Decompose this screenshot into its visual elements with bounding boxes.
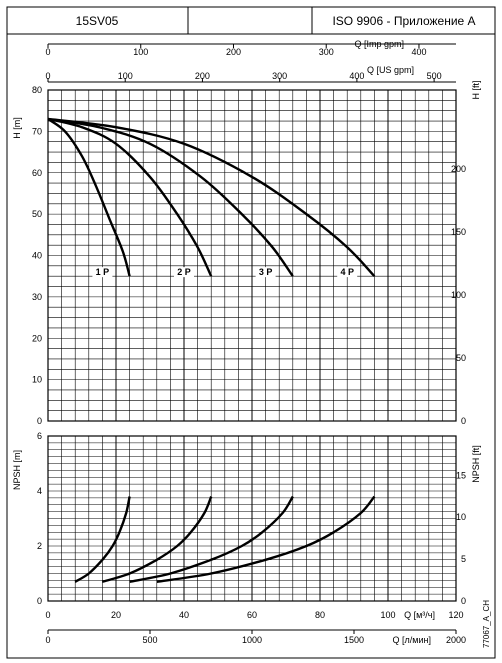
npsh-y-tick-label: 0 [37, 596, 42, 606]
q-lmin-tick-label: 1500 [344, 635, 364, 645]
npsh-y-axis-label: NPSH [m] [12, 450, 22, 490]
head-curve-2p [47, 117, 213, 277]
us-gpm-axis-label: Q [US gpm] [367, 65, 414, 75]
imp-gpm-axis-label: Q [Imp gpm] [354, 39, 404, 49]
curve-label-bg [174, 267, 194, 278]
q-lmin-tick-label: 1000 [242, 635, 262, 645]
q-lmin-tick-label: 2000 [446, 635, 466, 645]
imp-gpm-tick-label: 0 [45, 47, 50, 57]
q-lmin-tick-label: 500 [142, 635, 157, 645]
q-m3h-tick-label: 60 [247, 610, 257, 620]
npsh-ft-tick-label: 0 [461, 596, 466, 606]
head-y-axis-label: H [m] [12, 117, 22, 139]
npsh-curve-4p [156, 495, 376, 583]
us-gpm-tick-label: 100 [118, 71, 133, 81]
npsh-curve-3p [129, 495, 294, 583]
head-y-tick-label: 70 [32, 126, 42, 136]
curve-label-bg [92, 267, 113, 278]
npsh-y-tick-label: 4 [37, 486, 42, 496]
head-y-tick-label: 30 [32, 292, 42, 302]
head-ft-axis-label: H [ft] [471, 80, 481, 99]
us-gpm-tick-label: 300 [272, 71, 287, 81]
head-ft-tick-label: 50 [456, 353, 466, 363]
npsh-y-tick-label: 2 [37, 541, 42, 551]
npsh-y-tick-label: 6 [37, 431, 42, 441]
head-y-tick-label: 0 [37, 416, 42, 426]
npsh-curve-1p [74, 496, 131, 583]
q-lmin-tick-label: 0 [45, 635, 50, 645]
head-y-tick-label: 40 [32, 251, 42, 261]
curve-label-2p: 2 P [177, 267, 191, 277]
npsh-ft-tick-label: 15 [456, 470, 466, 480]
q-lmin-axis-label: Q [л/мин] [393, 635, 431, 645]
npsh-curve-2p [102, 496, 213, 583]
q-m3h-tick-label: 0 [45, 610, 50, 620]
q-m3h-tick-label: 120 [448, 610, 463, 620]
q-m3h-tick-label: 80 [315, 610, 325, 620]
drawing-code: 77067_A_CH [482, 600, 491, 648]
head-y-tick-label: 80 [32, 85, 42, 95]
imp-gpm-tick-label: 400 [411, 47, 426, 57]
curve-label-bg [337, 267, 358, 278]
us-gpm-tick-label: 0 [45, 71, 50, 81]
npsh-panel-grid [47, 435, 457, 602]
head-curve-3p [47, 117, 294, 277]
q-m3h-tick-label: 20 [111, 610, 121, 620]
head-curve-4p [47, 117, 376, 278]
us-gpm-tick-label: 200 [195, 71, 210, 81]
head-y-tick-label: 20 [32, 333, 42, 343]
standard-title: ISO 9906 - Приложение A [332, 14, 475, 28]
curve-label-4p: 4 P [340, 267, 354, 277]
outer-frame [6, 6, 496, 659]
head-ft-tick-label: 0 [461, 416, 466, 426]
head-ft-tick-label: 150 [451, 227, 466, 237]
q-m3h-axis-label: Q [м³/ч] [404, 610, 435, 620]
curve-label-3p: 3 P [259, 267, 273, 277]
head-panel-frame [47, 89, 457, 422]
us-gpm-tick-label: 400 [349, 71, 364, 81]
pump-model-title: 15SV05 [76, 14, 119, 28]
q-m3h-tick-label: 100 [380, 610, 395, 620]
q-m3h-tick-label: 40 [179, 610, 189, 620]
imp-gpm-tick-label: 300 [319, 47, 334, 57]
head-y-tick-label: 10 [32, 375, 42, 385]
imp-gpm-tick-label: 200 [226, 47, 241, 57]
head-ft-tick-label: 100 [451, 290, 466, 300]
npsh-ft-tick-label: 10 [456, 512, 466, 522]
curve-label-1p: 1 P [96, 267, 110, 277]
curve-label-bg [255, 267, 276, 278]
head-curve-1p [47, 118, 131, 277]
imp-gpm-tick-label: 100 [133, 47, 148, 57]
head-ft-tick-label: 200 [451, 164, 466, 174]
npsh-ft-axis-label: NPSH [ft] [471, 445, 481, 483]
npsh-ft-tick-label: 5 [461, 554, 466, 564]
head-y-tick-label: 50 [32, 209, 42, 219]
npsh-panel-frame [47, 435, 457, 602]
head-y-tick-label: 60 [32, 168, 42, 178]
us-gpm-tick-label: 500 [427, 71, 442, 81]
